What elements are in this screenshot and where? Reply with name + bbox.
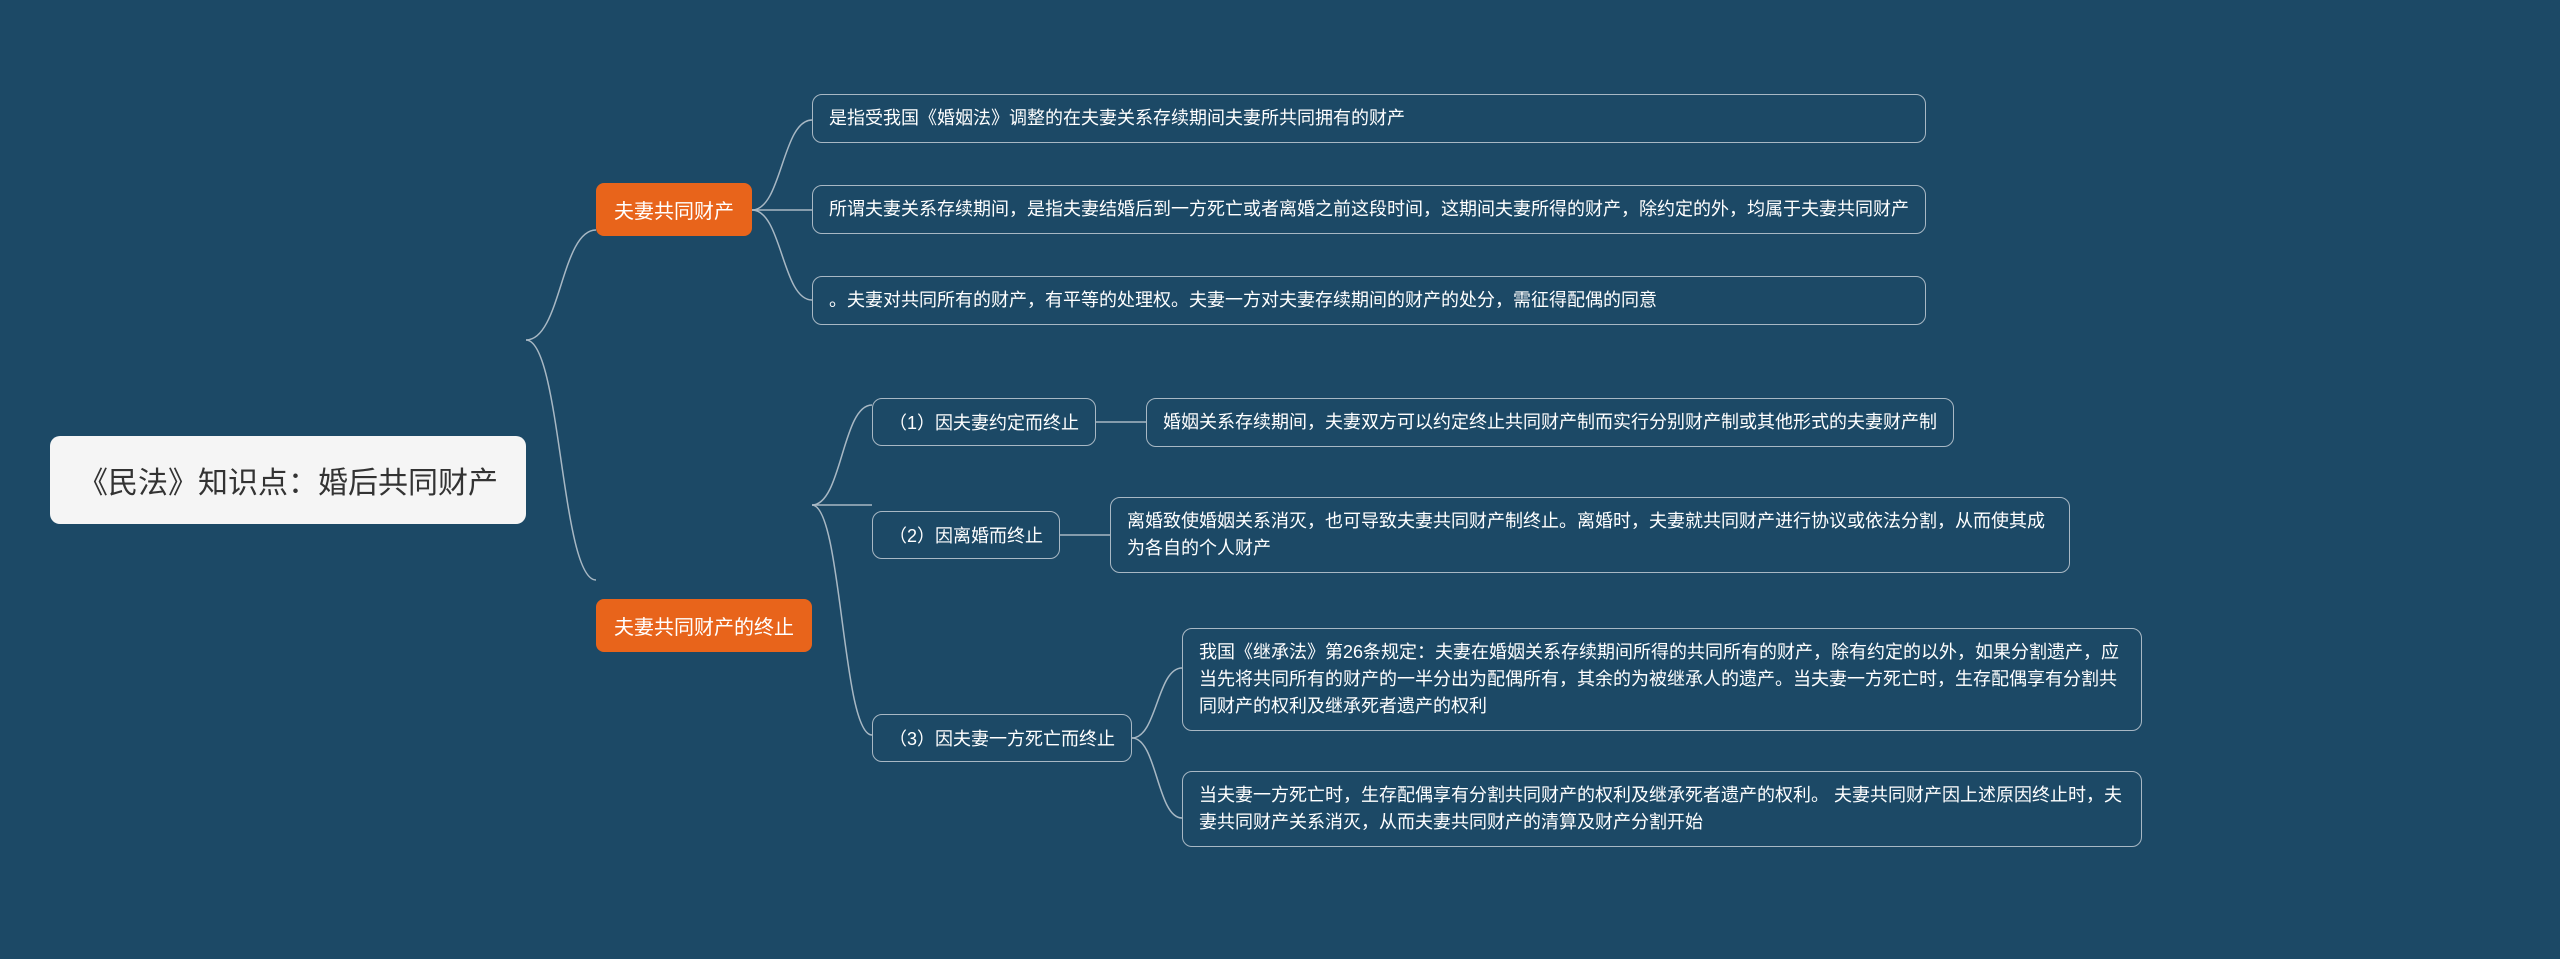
sub-2-1-row: （1）因夫妻约定而终止 婚姻关系存续期间，夫妻双方可以约定终止共同财产制而实行分… xyxy=(872,398,2142,447)
leaf-2-2-1: 离婚致使婚姻关系消灭，也可导致夫妻共同财产制终止。离婚时，夫妻就共同财产进行协议… xyxy=(1110,497,2070,573)
branches-column: 夫妻共同财产 是指受我国《婚姻法》调整的在夫妻关系存续期间夫妻所共同拥有的财产 … xyxy=(596,94,2142,865)
leaf-2-1-1: 婚姻关系存续期间，夫妻双方可以约定终止共同财产制而实行分别财产制或其他形式的夫妻… xyxy=(1146,398,1954,447)
branch-1-row: 夫妻共同财产 是指受我国《婚姻法》调整的在夫妻关系存续期间夫妻所共同拥有的财产 … xyxy=(596,94,2142,325)
connector-s21 xyxy=(1096,402,1146,442)
sub-2-2-row: （2）因离婚而终止 离婚致使婚姻关系消灭，也可导致夫妻共同财产制终止。离婚时，夫… xyxy=(872,497,2142,573)
leaf-1-2: 所谓夫妻关系存续期间，是指夫妻结婚后到一方死亡或者离婚之前这段时间，这期间夫妻所… xyxy=(812,185,1926,234)
sub-2-2-node: （2）因离婚而终止 xyxy=(872,511,1060,559)
branch-2-label: 夫妻共同财产的终止 xyxy=(614,617,794,639)
leaf-2-3-1: 我国《继承法》第26条规定：夫妻在婚姻关系存续期间所得的共同所有的财产，除有约定… xyxy=(1182,628,2142,731)
connector-b2 xyxy=(812,385,872,865)
branch-2-row: 夫妻共同财产的终止 （1）因夫妻约定而终止 xyxy=(596,385,2142,865)
branch-1-label: 夫妻共同财产 xyxy=(614,201,734,223)
sub-2-1-node: （1）因夫妻约定而终止 xyxy=(872,398,1096,446)
branch-1-node: 夫妻共同财产 xyxy=(596,183,752,236)
branch-1-children: 是指受我国《婚姻法》调整的在夫妻关系存续期间夫妻所共同拥有的财产 所谓夫妻关系存… xyxy=(812,94,1926,325)
mindmap-container: 《民法》知识点：婚后共同财产 夫妻共同财产 是指受 xyxy=(0,0,2560,959)
sub-2-3-row: （3）因夫妻一方死亡而终止 我国《继承法》第26条规定：夫妻在婚姻关系存续期间所… xyxy=(872,623,2142,853)
connector-s22 xyxy=(1060,515,1110,555)
sub-2-3-children: 我国《继承法》第26条规定：夫妻在婚姻关系存续期间所得的共同所有的财产，除有约定… xyxy=(1182,628,2142,847)
leaf-1-1: 是指受我国《婚姻法》调整的在夫妻关系存续期间夫妻所共同拥有的财产 xyxy=(812,94,1926,143)
sub-2-3-node: （3）因夫妻一方死亡而终止 xyxy=(872,714,1132,762)
connector-root xyxy=(526,200,596,760)
connector-s23 xyxy=(1132,623,1182,853)
branch-2-children: （1）因夫妻约定而终止 婚姻关系存续期间，夫妻双方可以约定终止共同财产制而实行分… xyxy=(872,398,2142,853)
branch-2-node: 夫妻共同财产的终止 xyxy=(596,599,812,652)
root-label: 《民法》知识点：婚后共同财产 xyxy=(78,467,498,500)
leaf-2-3-2: 当夫妻一方死亡时，生存配偶享有分割共同财产的权利及继承死者遗产的权利。 夫妻共同… xyxy=(1182,771,2142,847)
leaf-1-3: 。夫妻对共同所有的财产，有平等的处理权。夫妻一方对夫妻存续期间的财产的处分，需征… xyxy=(812,276,1926,325)
connector-b1 xyxy=(752,100,812,320)
root-node: 《民法》知识点：婚后共同财产 xyxy=(50,436,526,524)
